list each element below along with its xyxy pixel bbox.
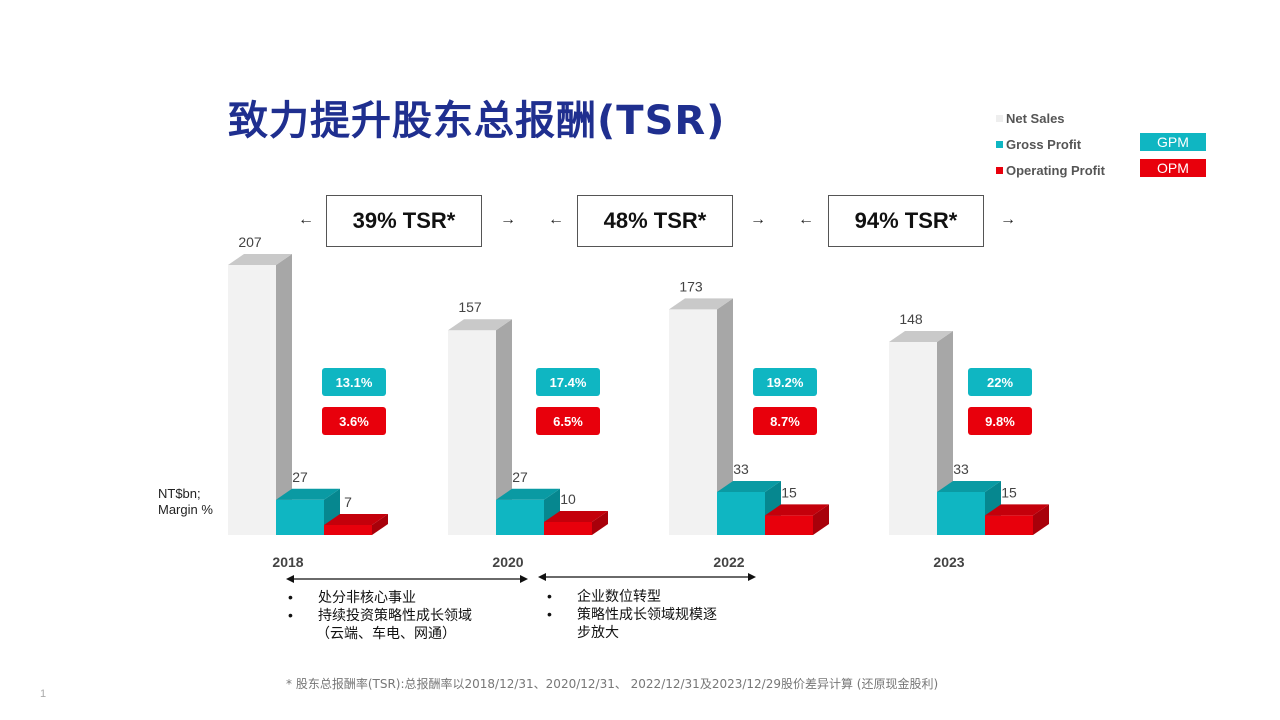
operating-profit-bar-2018-top [324, 514, 388, 525]
gpm-badge-2022: 19.2% [753, 368, 817, 396]
unit-label: NT$bn; Margin % [158, 486, 213, 518]
legend-item-operating-profit: Operating Profit [996, 160, 1105, 180]
legend-swatch-operating-profit [996, 166, 1003, 174]
legend-item-net-sales: Net Sales [996, 108, 1065, 128]
legend-item-gross-profit: Gross Profit [996, 134, 1081, 154]
x-tick-label-2022: 2022 [713, 554, 744, 570]
legend-swatch-net-sales [996, 114, 1003, 122]
x-tick-label-2023: 2023 [933, 554, 964, 570]
tsr-box-3: 94% TSR* [828, 195, 984, 247]
note-left-1: 处分非核心事业 [288, 588, 528, 606]
net-sales-bar-2018-top [228, 254, 292, 265]
net-sales-value-label-2018: 207 [238, 234, 262, 250]
x-tick-label-2020: 2020 [492, 554, 523, 570]
notes-left: 处分非核心事业 持续投资策略性成长领域 （云端、车电、网通） [288, 588, 528, 642]
opm-badge-2020: 6.5% [536, 407, 600, 435]
net-sales-bar-2020-front [448, 330, 496, 535]
net-sales-value-label-2020: 157 [458, 299, 482, 315]
gross-profit-bar-2022-top [717, 480, 781, 492]
span-arrow-2020-2022-head-left [538, 573, 546, 581]
operating-profit-bar-2020-top [544, 510, 608, 522]
gross-profit-bar-2018-front [276, 499, 324, 535]
page-title: 致力提升股东总报酬(TSR) [228, 98, 726, 144]
net-sales-value-label-2022: 173 [679, 278, 703, 294]
net-sales-bar-2018-side [276, 254, 292, 535]
operating-profit-value-label-2023: 15 [1001, 484, 1017, 500]
gross-profit-value-label-2018: 27 [292, 469, 308, 485]
gross-profit-bar-2023-top [937, 480, 1001, 492]
net-sales-value-label-2023: 148 [899, 311, 923, 327]
tsr-arrow-right-1: → [500, 211, 516, 228]
net-sales-bar-2018-front [228, 265, 276, 535]
gross-profit-bar-2023-front [937, 491, 985, 535]
note-right-3: 步放大 [577, 624, 619, 640]
operating-profit-bar-2023-front [985, 515, 1033, 535]
legend-badge-opm: OPM [1140, 159, 1206, 177]
operating-profit-value-label-2022: 15 [781, 484, 797, 500]
span-arrow-2018-2020-head-right [520, 575, 528, 583]
operating-profit-bar-2023-top [985, 504, 1049, 516]
gross-profit-value-label-2023: 33 [953, 461, 969, 477]
legend-swatch-gross-profit [996, 140, 1003, 148]
unit-label-line-2: Margin % [158, 502, 213, 517]
gross-profit-bar-2020-front [496, 499, 544, 535]
tsr-box-1: 39% TSR* [326, 195, 482, 247]
net-sales-bar-2022-side [717, 298, 733, 535]
operating-profit-bar-2022-top [765, 504, 829, 516]
opm-badge-2022: 8.7% [753, 407, 817, 435]
gpm-badge-2023: 22% [968, 368, 1032, 396]
net-sales-bar-2022-top [669, 298, 733, 310]
gross-profit-bar-2022-front [717, 491, 765, 535]
operating-profit-value-label-2018: 7 [344, 494, 352, 510]
span-arrow-2018-2020-head-left [286, 575, 294, 583]
legend-label-net-sales: Net Sales [1006, 110, 1065, 126]
gross-profit-bar-2018-top [276, 488, 340, 500]
legend-label-operating-profit: Operating Profit [1006, 162, 1105, 178]
gpm-badge-2020: 17.4% [536, 368, 600, 396]
net-sales-bar-2023-front [889, 341, 937, 535]
legend-badge-gpm: GPM [1140, 133, 1206, 151]
note-left-3: （云端、车电、网通） [316, 625, 456, 641]
tsr-arrow-left-1: ← [298, 211, 314, 228]
chart-legend: Net Sales Gross Profit Operating Profit … [996, 108, 1256, 188]
gross-profit-value-label-2022: 33 [733, 461, 749, 477]
net-sales-bar-2023-top [889, 330, 953, 342]
operating-profit-bar-2022-side [813, 504, 829, 535]
tsr-box-2: 48% TSR* [577, 195, 733, 247]
footnote: * 股东总报酬率(TSR):总报酬率以2018/12/31、2020/12/31… [286, 677, 939, 691]
net-sales-bar-2020-side [496, 319, 512, 535]
operating-profit-bar-2018-front [324, 525, 372, 535]
tsr-arrow-right-2: → [750, 211, 766, 228]
note-right-1: 企业数位转型 [547, 587, 747, 605]
span-arrow-2020-2022-head-right [748, 573, 756, 581]
note-right-2: 策略性成长领域规模逐 [547, 605, 747, 623]
gross-profit-value-label-2020: 27 [512, 469, 528, 485]
tsr-arrow-right-3: → [1000, 211, 1016, 228]
operating-profit-bar-2020-side [592, 510, 608, 535]
unit-label-line-1: NT$bn; [158, 486, 201, 501]
gpm-badge-2018: 13.1% [322, 368, 386, 396]
note-left-2: 持续投资策略性成长领域 [288, 606, 528, 624]
page-number: 1 [40, 688, 47, 700]
operating-profit-bar-2020-front [544, 521, 592, 535]
x-tick-label-2018: 2018 [272, 554, 303, 570]
operating-profit-bar-2023-side [1033, 504, 1049, 535]
opm-badge-2018: 3.6% [322, 407, 386, 435]
opm-badge-2023: 9.8% [968, 407, 1032, 435]
operating-profit-bar-2022-front [765, 515, 813, 535]
operating-profit-value-label-2020: 10 [560, 491, 576, 507]
net-sales-bar-2020-top [448, 319, 512, 331]
legend-label-gross-profit: Gross Profit [1006, 136, 1082, 152]
notes-right: 企业数位转型 策略性成长领域规模逐 步放大 [547, 587, 747, 641]
net-sales-bar-2022-front [669, 309, 717, 535]
gross-profit-bar-2020-top [496, 488, 560, 500]
tsr-arrow-left-2: ← [548, 211, 564, 228]
operating-profit-bar-2018-side [372, 514, 388, 535]
tsr-arrow-left-3: ← [798, 211, 814, 228]
